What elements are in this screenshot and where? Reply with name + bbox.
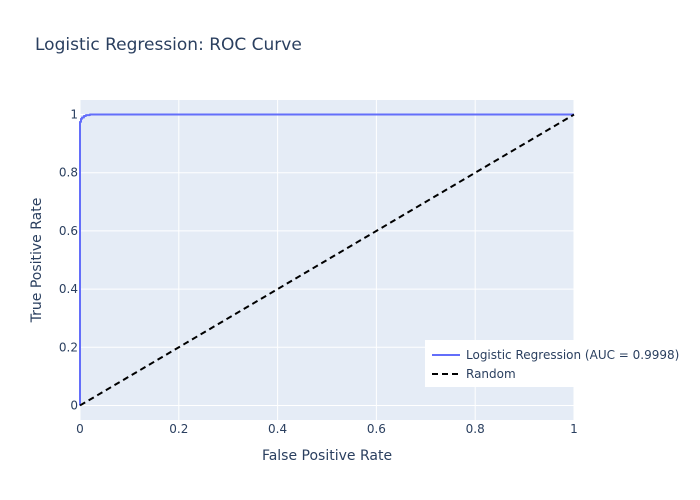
x-tick-label: 0.6 [367,422,386,436]
y-tick-label: 1 [70,108,78,122]
x-tick-label: 0.4 [268,422,287,436]
x-tick-label: 0.8 [466,422,485,436]
legend-box [425,340,682,387]
series-layer [79,113,575,407]
legend-label-random: Random [466,367,516,381]
random-baseline-line [79,113,575,407]
roc-curve-line [79,113,574,406]
y-tick-label: 0 [70,398,78,412]
x-axis-title: False Positive Rate [262,448,392,464]
x-tick-label: 1 [570,422,578,436]
y-tick-label: 0.6 [59,224,78,238]
legend-label-roc: Logistic Regression (AUC = 0.9998) [466,348,679,362]
chart-title: Logistic Regression: ROC Curve [35,35,302,55]
y-tick-label: 0.2 [59,340,78,354]
y-axis-title: True Positive Rate [29,198,45,324]
x-tick-label: 0.2 [169,422,188,436]
y-tick-label: 0.8 [59,166,78,180]
axis-ticks: 0 0.2 0.4 0.6 0.8 1 0 0.2 0.4 0.6 0.8 1 [59,108,578,436]
legend: Logistic Regression (AUC = 0.9998) Rando… [425,340,682,387]
x-tick-label: 0 [76,422,84,436]
y-tick-label: 0.4 [59,282,78,296]
